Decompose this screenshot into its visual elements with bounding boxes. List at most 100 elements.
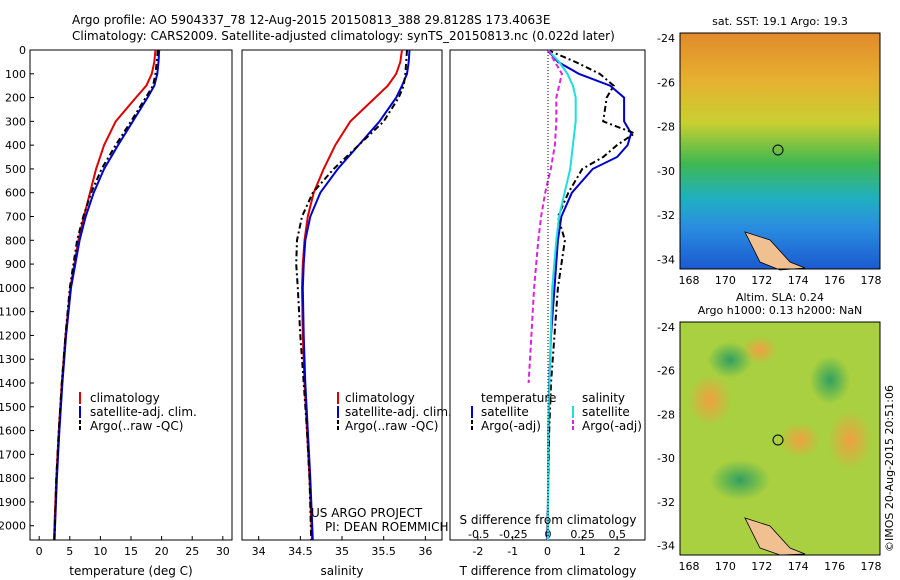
series-line-salinity-satellite	[547, 49, 577, 540]
map-lon-label: 170	[715, 274, 736, 287]
sst-map-y-axis: -24 -26 -28 -30 -32 -34	[657, 32, 675, 266]
series-line-temperature-argo-adj-	[546, 49, 637, 541]
temperature-xlabel: temperature (deg C)	[69, 564, 192, 578]
depth-tick-label: 1800	[0, 472, 26, 485]
depth-tick-label: 600	[5, 187, 26, 200]
x-tick-label: 15	[124, 545, 138, 558]
series-line-climatology	[52, 49, 157, 541]
legend-satellite-adj: satellite-adj. clim.	[90, 405, 197, 419]
depth-tick-label: 1900	[0, 496, 26, 509]
x-tick-label: 5	[66, 545, 73, 558]
x-tick-label: 20	[155, 545, 169, 558]
map-lon-label: 172	[751, 560, 772, 573]
series-line-satellite-adj-clim-	[53, 49, 161, 541]
salinity-profiles	[295, 49, 411, 541]
project-label: US ARGO PROJECT	[311, 506, 423, 520]
depth-tick-label: 1500	[0, 401, 26, 414]
s-difference-label: S difference from climatology	[460, 513, 637, 527]
sla-map-land	[744, 517, 806, 556]
depth-tick-label: 500	[5, 163, 26, 176]
legend-temp-satellite: satellite	[481, 405, 529, 419]
temperature-x-axis: 0 5 10 15 20 25 30	[36, 536, 230, 558]
depth-tick-label: 1700	[0, 448, 26, 461]
temperature-profiles	[52, 49, 161, 541]
map-lat-label: -24	[657, 32, 675, 45]
depth-tick-label: 1200	[0, 329, 26, 342]
depth-tick-label: 400	[5, 139, 26, 152]
sla-map-frame	[679, 321, 881, 556]
series-line-climatology	[300, 49, 403, 541]
s-tick-label: -0.5	[468, 528, 489, 541]
legend-salinity-header: salinity	[582, 391, 625, 405]
series-line-salinity-argo-adj-	[527, 49, 563, 384]
sst-map-frame	[679, 32, 881, 270]
depth-tick-label: 800	[5, 234, 26, 247]
s-tick-label: 0.5	[609, 528, 627, 541]
x-tick-label: 35.5	[371, 545, 396, 558]
depth-tick-label: 700	[5, 211, 26, 224]
depth-tick-label: 1000	[0, 282, 26, 295]
x-tick-label: 25	[185, 545, 199, 558]
series-line-temperature-satellite	[546, 49, 633, 541]
sst-map-land	[744, 231, 806, 271]
series-line-argo-raw-qc-	[295, 49, 408, 541]
map-lat-label: -28	[657, 121, 675, 134]
legend-sal-argo: Argo(-adj)	[582, 419, 642, 433]
salinity-x-axis: 34 34.5 35 35.5 36	[252, 536, 432, 558]
legend-climatology: climatology	[90, 391, 160, 405]
map-lon-label: 178	[861, 274, 882, 287]
depth-tick-label: 100	[5, 68, 26, 81]
header-line-1: Argo profile: AO 5904337_78 12-Aug-2015 …	[72, 13, 550, 27]
legend-sal-satellite: satellite	[582, 405, 630, 419]
series-line-satellite-adj-clim-	[301, 49, 411, 541]
difference-legend: temperature salinity satellite Argo(-adj…	[471, 391, 642, 433]
s-tick-label: -0.25	[499, 528, 527, 541]
map-lat-label: -32	[657, 209, 675, 222]
sla-map-float-marker	[772, 434, 784, 446]
x-tick-label: 2	[614, 545, 621, 558]
t-difference-xlabel: T difference from climatology	[459, 564, 637, 578]
depth-tick-label: 1300	[0, 353, 26, 366]
map-lat-label: -26	[657, 76, 675, 89]
s-tick-label: 0.25	[570, 528, 595, 541]
series-line-argo-raw-qc-	[53, 49, 159, 541]
legend-climatology: climatology	[345, 391, 415, 405]
map-lat-label: -30	[657, 165, 675, 178]
depth-tick-label: 1400	[0, 377, 26, 390]
map-lon-label: 168	[679, 560, 700, 573]
x-tick-label: 34	[252, 545, 266, 558]
sla-map-title-2: Argo h1000: 0.13 h2000: NaN	[698, 304, 863, 317]
legend-argo: Argo(..raw -QC)	[345, 419, 438, 433]
sst-map-float-marker	[772, 144, 784, 156]
x-tick-label: 1	[579, 545, 586, 558]
map-lon-label: 168	[679, 274, 700, 287]
legend-argo: Argo(..raw -QC)	[90, 419, 183, 433]
map-lon-label: 170	[715, 560, 736, 573]
x-tick-label: 10	[93, 545, 107, 558]
map-lat-label: -24	[657, 321, 675, 334]
depth-tick-label: 200	[5, 92, 26, 105]
map-lat-label: -30	[657, 452, 675, 465]
depth-tick-label: 1600	[0, 425, 26, 438]
x-tick-label: -1	[507, 545, 518, 558]
salinity-xlabel: salinity	[320, 564, 363, 578]
sla-map-x-axis: 168 170 172 174 176 178	[679, 560, 882, 573]
sst-map-title: sat. SST: 19.1 Argo: 19.3	[712, 15, 848, 28]
temperature-legend: climatology satellite-adj. clim. Argo(..…	[79, 391, 197, 433]
x-tick-label: 35	[335, 545, 349, 558]
sst-map-x-axis: 168 170 172 174 176 178	[679, 274, 882, 287]
salinity-legend: climatology satellite-adj. clim. Argo(..…	[337, 391, 452, 433]
depth-tick-label: 2000	[0, 520, 26, 533]
depth-tick-label: 300	[5, 115, 26, 128]
map-lon-label: 172	[751, 274, 772, 287]
depth-axis: 0 100 200 300 400 500 600 700 800 900 1000 1100 1200…	[0, 44, 34, 533]
map-lon-label: 176	[824, 274, 845, 287]
legend-satellite-adj: satellite-adj. clim.	[345, 405, 452, 419]
map-lon-label: 176	[824, 560, 845, 573]
legend-temperature-header: temperature	[481, 391, 556, 405]
map-lon-label: 174	[788, 560, 809, 573]
x-tick-label: -2	[472, 545, 483, 558]
salinity-panel-frame	[241, 49, 443, 541]
difference-profiles	[527, 49, 637, 541]
